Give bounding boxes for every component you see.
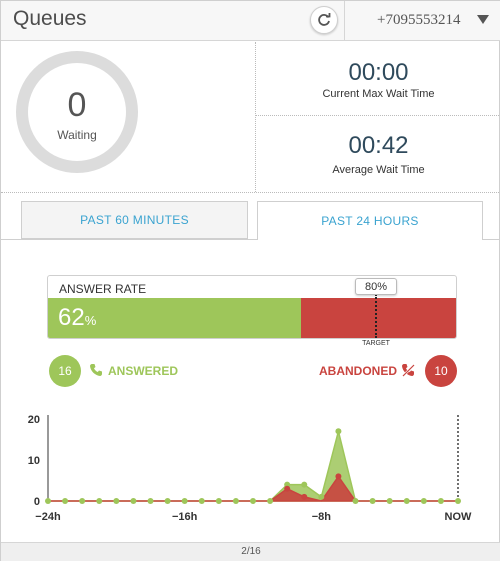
refresh-icon (318, 13, 331, 26)
header-divider (344, 1, 345, 41)
target-label: TARGET (362, 340, 390, 347)
data-point-answered (267, 498, 274, 504)
data-point-abandoned (335, 473, 342, 480)
average-wait-label: Average Wait Time (332, 164, 425, 176)
data-point-answered (232, 498, 239, 504)
waiting-label: Waiting (57, 128, 97, 142)
missed-call-icon (402, 364, 415, 377)
x-tick-label: −8h (312, 511, 332, 523)
abandon-rate-fill (301, 298, 456, 338)
data-point-answered (250, 498, 256, 504)
abandoned-label: ABANDONED (319, 364, 397, 378)
target-value: 80% (355, 278, 397, 295)
waiting-donut (16, 51, 138, 173)
data-point-answered (386, 498, 393, 504)
series-area-answered (48, 431, 458, 502)
y-tick-label: 0 (34, 496, 40, 508)
answer-rate-value: 62% (58, 304, 96, 332)
page-title: Queues (13, 7, 87, 30)
data-point-answered (318, 493, 325, 500)
data-point-answered (45, 498, 51, 504)
data-point-answered (62, 498, 69, 504)
calls-chart: 0 10 20 −24h −16h −8h NOW (28, 414, 472, 523)
data-point-answered (181, 498, 188, 504)
pager: 2/16 (1, 542, 500, 561)
data-point-answered (147, 498, 154, 504)
chevron-down-icon[interactable] (477, 15, 489, 24)
abandoned-count-badge: 10 (425, 355, 457, 387)
data-point-abandoned (301, 493, 308, 500)
data-point-answered (335, 428, 342, 435)
data-point-answered (96, 498, 103, 504)
data-point-answered (198, 498, 205, 504)
x-tick-label: NOW (445, 511, 473, 523)
data-point-answered (301, 481, 308, 488)
tab-past-60-minutes[interactable]: PAST 60 MINUTES (21, 201, 248, 239)
divider (255, 42, 256, 192)
data-point-answered (437, 498, 444, 504)
phone-number-select[interactable]: +7095553214 (377, 12, 461, 28)
data-point-answered (79, 498, 86, 504)
answer-rate-bar: ANSWER RATE 62% (47, 275, 457, 339)
y-tick-label: 20 (28, 414, 40, 426)
series-area-abandoned (48, 475, 458, 502)
divider (256, 115, 500, 116)
tab-baseline (1, 239, 500, 240)
chart-axes (47, 415, 459, 502)
chart-series (45, 428, 461, 504)
waiting-widget: 0 Waiting (1, 42, 255, 192)
refresh-button[interactable] (310, 6, 338, 34)
data-point-answered (164, 498, 171, 504)
data-point-answered (403, 498, 410, 504)
data-point-answered (455, 498, 461, 504)
chart-ticks: 0 10 20 −24h −16h −8h NOW (28, 414, 472, 523)
target-marker (375, 294, 377, 338)
phone-icon (90, 364, 102, 376)
answered-label: ANSWERED (108, 364, 179, 378)
answer-rate-unit: % (84, 313, 97, 328)
divider (1, 192, 500, 193)
x-tick-label: −24h (35, 511, 61, 523)
data-point-answered (352, 498, 359, 504)
current-max-wait-label: Current Max Wait Time (322, 88, 435, 100)
data-point-answered (284, 481, 291, 488)
data-point-answered (215, 498, 222, 504)
tab-past-24-hours[interactable]: PAST 24 HOURS (257, 201, 483, 240)
data-point-answered (420, 498, 427, 504)
data-point-answered (369, 498, 376, 504)
average-wait-value: 00:42 (348, 132, 409, 159)
current-max-wait-value: 00:00 (348, 59, 409, 86)
answer-rate-title: ANSWER RATE (59, 282, 147, 296)
answered-count-badge: 16 (49, 355, 81, 387)
data-point-answered (130, 498, 137, 504)
header: Queues +7095553214 (1, 1, 500, 41)
y-tick-label: 10 (28, 455, 40, 467)
waiting-count: 0 (67, 86, 87, 124)
data-point-abandoned (284, 485, 291, 492)
data-point-answered (113, 498, 120, 504)
x-tick-label: −16h (172, 511, 198, 523)
answer-rate-fill (48, 298, 301, 338)
answer-rate-number: 62 (58, 304, 85, 331)
